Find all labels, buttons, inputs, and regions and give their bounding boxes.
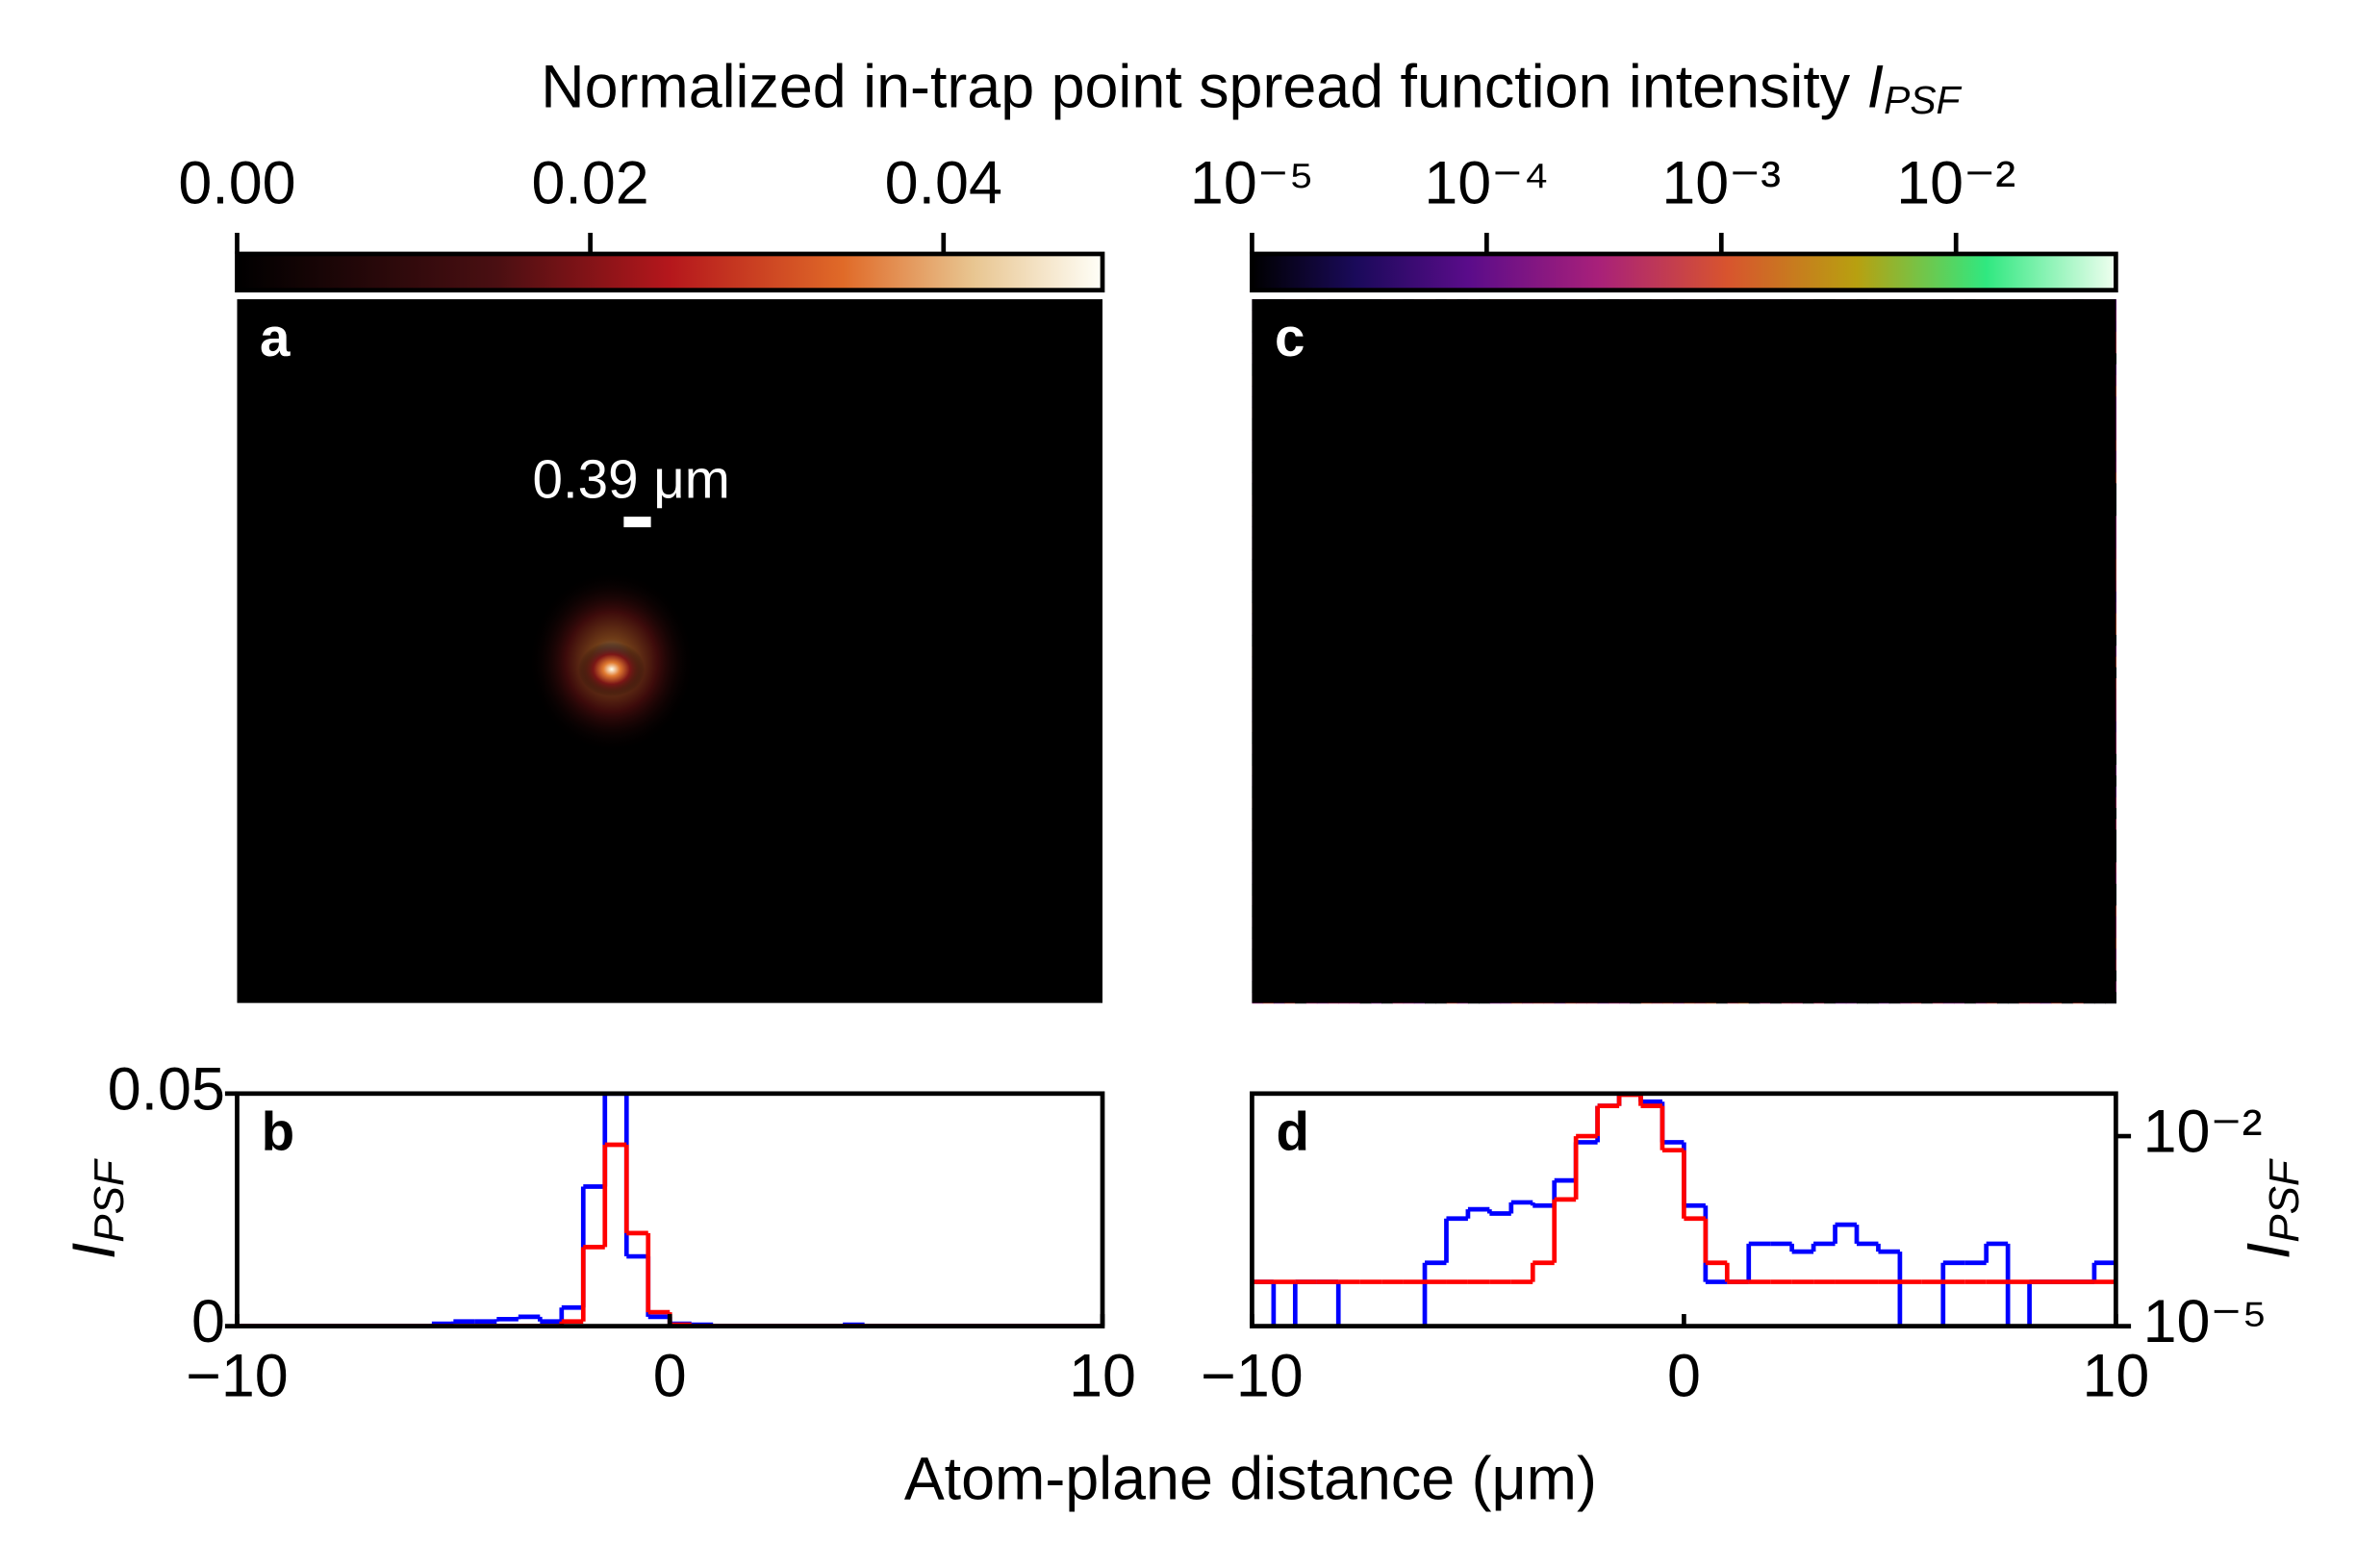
title-symbol-sub: PSF	[1884, 78, 1962, 122]
title-symbol: I	[1867, 53, 1884, 120]
title-text: Normalized in-trap point spread function…	[541, 53, 1851, 120]
x-axis-label: Atom-plane distance (μm)	[904, 1445, 1597, 1512]
figure-title: Normalized in-trap point spread function…	[541, 53, 1962, 122]
